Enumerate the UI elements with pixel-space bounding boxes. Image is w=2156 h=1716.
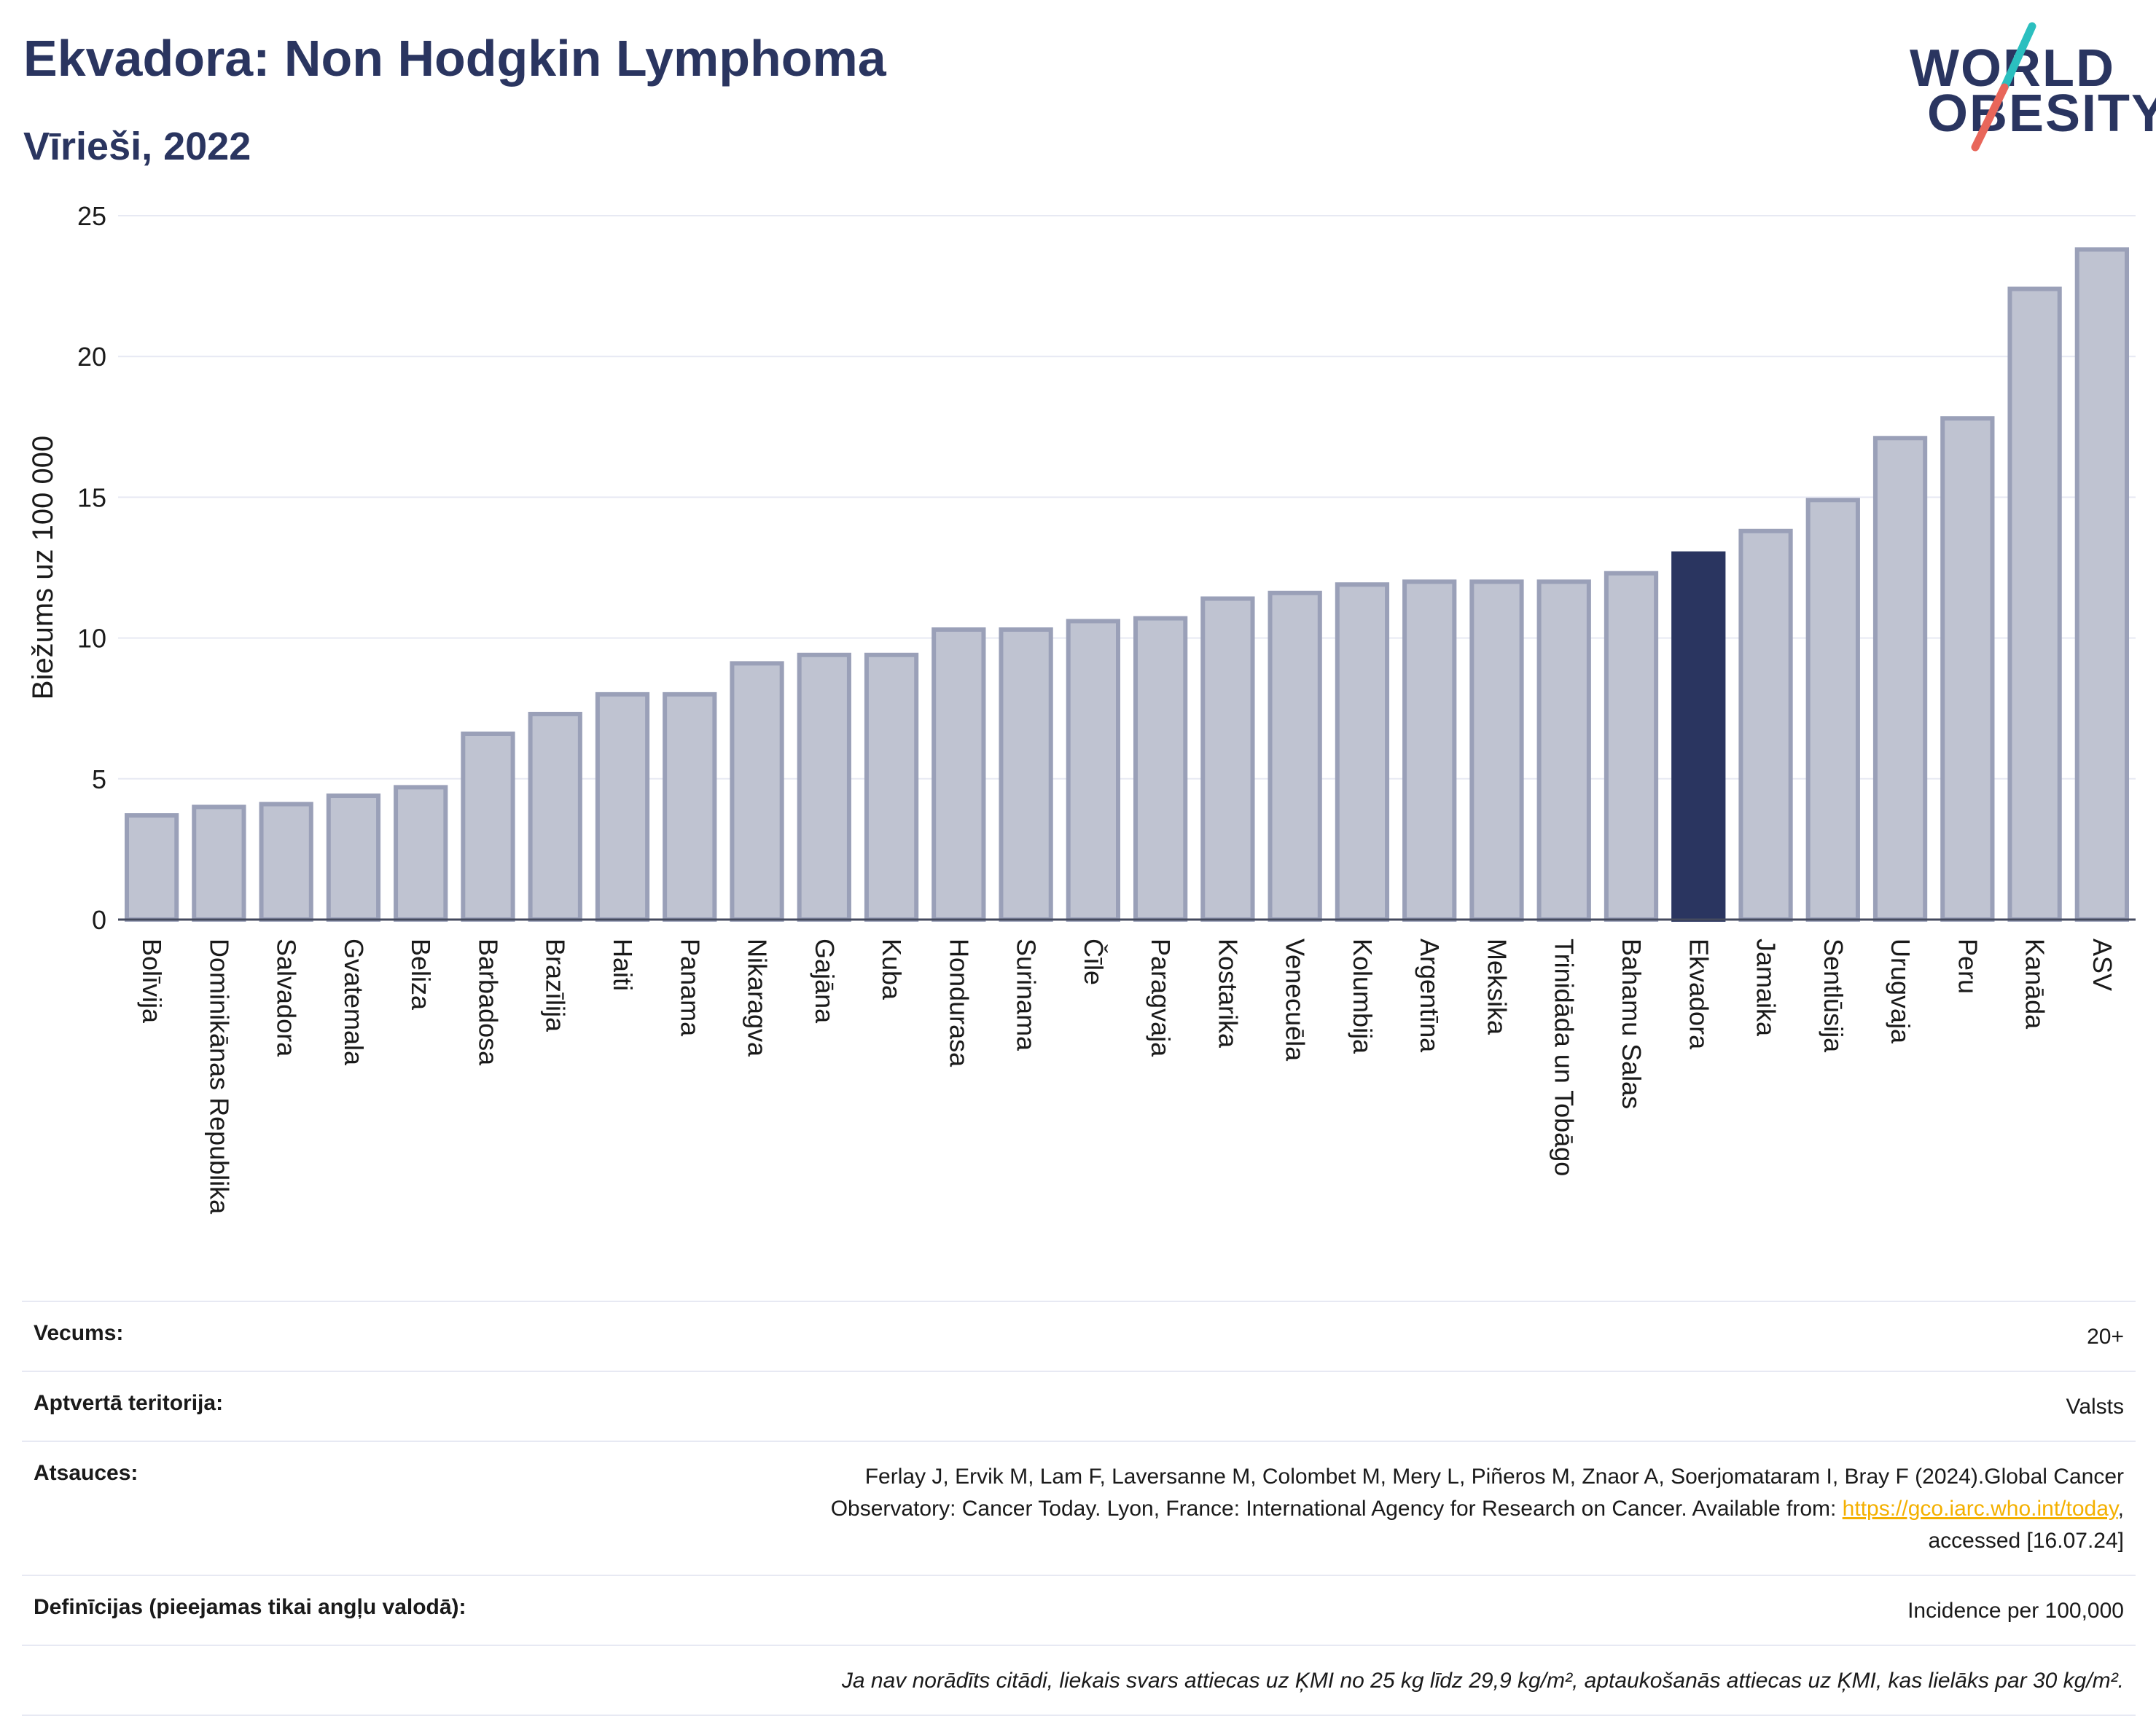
x-tick-label: Meksika — [1482, 939, 1512, 1035]
bar-2 — [192, 804, 246, 922]
world-obesity-logo: WORLD OBESITY — [1895, 22, 2156, 153]
logo-line-2: OBESITY — [1927, 85, 2156, 143]
bar-6 — [461, 731, 515, 922]
references-value: Ferlay J, Ervik M, Lam F, Laversanne M, … — [831, 1461, 2124, 1557]
x-tick-label: Haiti — [608, 939, 638, 991]
x-tick-label: Gvatemala — [339, 939, 369, 1066]
bar-1 — [124, 813, 179, 922]
y-tick-label: 10 — [77, 624, 106, 654]
bar-25 — [1738, 528, 1793, 922]
territory-label: Aptvertā teritorija: — [34, 1391, 224, 1415]
bar-28 — [1940, 416, 1995, 922]
bar-23 — [1604, 571, 1659, 922]
x-tick-label: Kostarika — [1213, 939, 1243, 1049]
x-tick-label: Bahamu Salas — [1617, 939, 1647, 1109]
age-value: 20+ — [2087, 1325, 2124, 1349]
y-tick-label: 20 — [77, 342, 106, 372]
x-tick-label: Kuba — [877, 939, 907, 1000]
x-tick-label: Trinidāda un Tobāgo — [1550, 939, 1579, 1176]
y-tick-label: 15 — [77, 482, 106, 512]
x-tick-label: Jamaika — [1751, 939, 1781, 1037]
x-tick-label: Panama — [675, 939, 705, 1037]
x-tick-label: Paragvaja — [1146, 939, 1176, 1057]
bar-22 — [1536, 579, 1591, 922]
x-tick-label: Hondurasa — [944, 939, 974, 1067]
x-tick-label: Kanāda — [2020, 939, 2050, 1030]
bar-3 — [259, 802, 313, 922]
references-line-2-end: , — [2117, 1497, 2124, 1521]
references-line-1: Ferlay J, Ervik M, Lam F, Laversanne M, … — [864, 1465, 2124, 1489]
info-row-note: Ja nav norādīts citādi, liekais svars at… — [22, 1645, 2136, 1716]
x-tick-label: Salvadora — [272, 939, 302, 1057]
x-tick-label: Gajāna — [810, 939, 840, 1024]
bar-20 — [1402, 579, 1457, 922]
definitions-label: Definīcijas (pieejamas tikai angļu valod… — [34, 1595, 466, 1619]
x-tick-label: Beliza — [406, 939, 436, 1011]
bar-29 — [2007, 286, 2062, 922]
note-text: Ja nav norādīts citādi, liekais svars at… — [841, 1669, 2124, 1693]
bar-8 — [595, 692, 650, 922]
x-tick-label: Ekvadora — [1684, 939, 1714, 1050]
x-tick-label: Dominikānas Republika — [204, 939, 234, 1215]
references-line-2: Observatory: Cancer Today. Lyon, France:… — [830, 1497, 1843, 1521]
info-row-territory: Aptvertā teritorija: Valsts — [22, 1371, 2136, 1441]
logo-slash-icon — [1971, 22, 2036, 152]
x-tick-label: Nikaragva — [743, 939, 773, 1057]
x-tick-label: Urugvaja — [1886, 939, 1915, 1044]
x-tick-label: Barbadosa — [473, 939, 503, 1066]
territory-value: Valsts — [2066, 1395, 2124, 1419]
bar-13 — [931, 627, 986, 922]
bar-11 — [797, 652, 851, 922]
bar-4 — [326, 793, 381, 922]
references-link[interactable]: https://gco.iarc.who.int/today — [1842, 1497, 2118, 1521]
page-title: Ekvadora: Non Hodgkin Lymphoma — [23, 30, 886, 87]
x-tick-label: Čīle — [1079, 939, 1109, 985]
x-tick-label: Bolīvija — [137, 939, 167, 1024]
age-label: Vecums: — [34, 1321, 124, 1345]
bar-26 — [1805, 498, 1860, 922]
bar-18 — [1268, 590, 1322, 922]
bar-27 — [1872, 436, 1928, 922]
y-tick-label: 5 — [92, 764, 106, 794]
y-axis-label: Biežums uz 100 000 — [27, 436, 59, 700]
references-line-3: accessed [16.07.24] — [1928, 1529, 2124, 1553]
references-label: Atsauces: — [34, 1461, 138, 1485]
x-tick-label: Peru — [1953, 939, 1983, 994]
bar-chart: 0 5 10 15 20 25 Biežums uz 100 000 Bolīvija Domi… — [27, 201, 2136, 1215]
bar-12 — [864, 652, 919, 922]
bar-21 — [1469, 579, 1524, 922]
bar-19 — [1335, 582, 1390, 922]
x-tick-label: Brazīlija — [541, 939, 571, 1033]
y-tick-label: 25 — [77, 201, 106, 231]
bar-10 — [730, 661, 784, 922]
bar-5 — [394, 785, 448, 922]
info-row-references: Atsauces: Ferlay J, Ervik M, Lam F, Lave… — [22, 1441, 2136, 1575]
bar-17 — [1200, 596, 1255, 922]
bar-7 — [528, 711, 582, 922]
info-row-age: Vecums: 20+ — [22, 1301, 2136, 1371]
y-tick-label: 0 — [92, 905, 106, 935]
bar-16 — [1133, 616, 1188, 922]
x-tick-label: Kolumbija — [1348, 939, 1378, 1054]
x-tick-label: Venecuēla — [1281, 939, 1311, 1062]
bar-9 — [663, 692, 717, 922]
x-tick-label: Argentīna — [1415, 939, 1445, 1053]
x-tick-label: ASV — [2087, 939, 2117, 991]
definitions-value: Incidence per 100,000 — [1907, 1599, 2124, 1623]
page-subtitle: Vīrieši, 2022 — [23, 125, 251, 168]
bar-24 — [1671, 551, 1726, 922]
bar-15 — [1066, 619, 1121, 922]
x-tick-label: Sentlūsija — [1819, 939, 1848, 1053]
bar-30 — [2074, 247, 2130, 922]
bar-14 — [999, 627, 1053, 922]
info-table: Vecums: 20+ Aptvertā teritorija: Valsts … — [22, 1301, 2136, 1716]
x-tick-label: Surinama — [1012, 939, 1042, 1051]
info-row-definitions: Definīcijas (pieejamas tikai angļu valod… — [22, 1575, 2136, 1645]
